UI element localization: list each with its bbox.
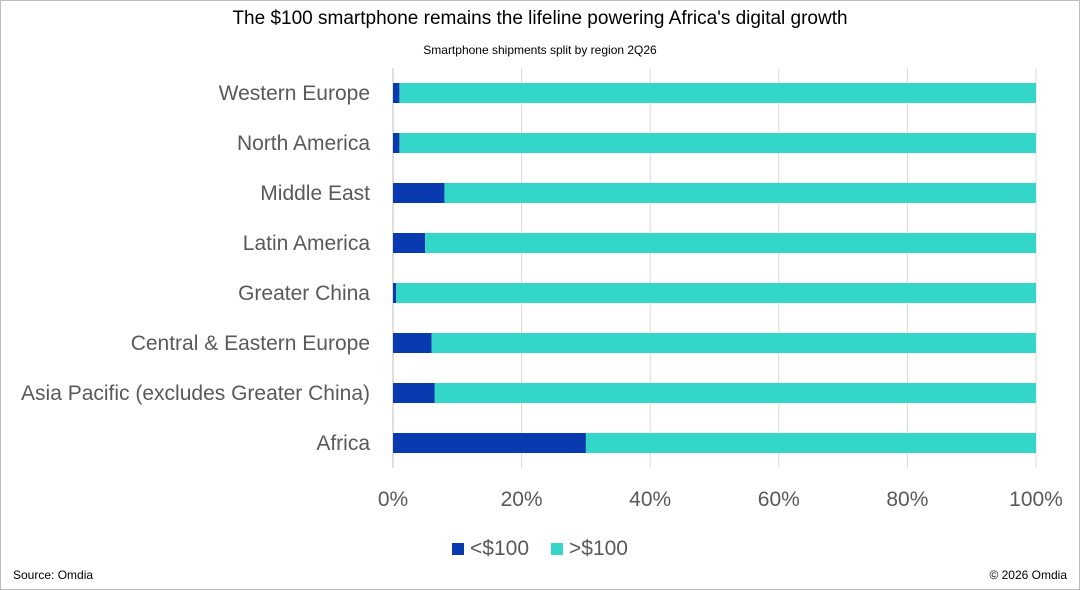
category-label: Greater China (238, 282, 370, 305)
legend-swatch-over-100 (551, 543, 563, 555)
copyright-note: © 2026 Omdia (989, 568, 1067, 582)
legend-swatch-under-100 (452, 543, 465, 555)
bar-over-100 (396, 283, 1037, 303)
source-note: Source: Omdia (13, 568, 94, 582)
bar-under-100 (393, 83, 400, 103)
category-label: Asia Pacific (excludes Greater China) (21, 382, 370, 405)
bar-under-100 (393, 383, 435, 403)
x-tick-label: 60% (758, 488, 800, 511)
bar-over-100 (431, 333, 1037, 353)
bar-under-100 (393, 133, 400, 153)
legend-item-under-100: <$100 (452, 537, 529, 561)
x-tick-label: 20% (501, 488, 543, 511)
bar-over-100 (425, 233, 1036, 253)
legend-item-over-100: >$100 (551, 537, 628, 561)
chart-subtitle: Smartphone shipments split by region 2Q2… (423, 43, 657, 57)
bar-over-100 (399, 133, 1036, 153)
bar-under-100 (393, 433, 586, 453)
category-label: Latin America (243, 232, 371, 255)
bar-under-100 (393, 333, 432, 353)
category-label: North America (237, 132, 370, 155)
bar-under-100 (393, 183, 445, 203)
bar-over-100 (585, 433, 1036, 453)
legend-label-over-100: >$100 (569, 537, 628, 560)
x-tick-label: 40% (629, 488, 671, 511)
category-label: Western Europe (219, 82, 370, 105)
bar-under-100 (393, 233, 426, 253)
bar-under-100 (393, 283, 397, 303)
bar-over-100 (444, 183, 1036, 203)
legend: <$100 >$100 (0, 537, 1080, 561)
x-tick-label: 100% (1009, 488, 1063, 511)
x-tick-label: 80% (886, 488, 928, 511)
category-label: Africa (316, 432, 370, 455)
x-tick-label: 0% (378, 488, 408, 511)
bar-over-100 (434, 383, 1036, 403)
category-label: Central & Eastern Europe (131, 332, 370, 355)
chart-title: The $100 smartphone remains the lifeline… (232, 8, 848, 29)
bar-over-100 (399, 83, 1036, 103)
category-label: Middle East (260, 182, 370, 205)
legend-label-under-100: <$100 (470, 537, 529, 560)
